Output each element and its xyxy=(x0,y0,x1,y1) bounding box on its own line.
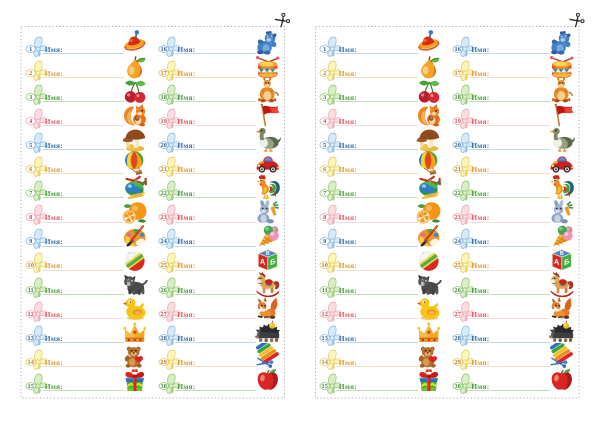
svg-text:12: 12 xyxy=(28,311,34,318)
svg-text:30: 30 xyxy=(454,383,460,390)
svg-text:23: 23 xyxy=(454,214,460,221)
svg-text:6: 6 xyxy=(323,166,326,173)
svg-text:8: 8 xyxy=(323,214,326,221)
svg-text:4: 4 xyxy=(29,118,33,125)
svg-text:18: 18 xyxy=(454,94,460,101)
svg-text:2: 2 xyxy=(323,70,326,77)
svg-text:23: 23 xyxy=(160,214,166,221)
svg-text:25: 25 xyxy=(454,263,460,270)
svg-text:20: 20 xyxy=(160,142,166,149)
svg-text:А: А xyxy=(554,256,560,267)
svg-text:4: 4 xyxy=(323,118,327,125)
svg-text:24: 24 xyxy=(454,239,461,246)
svg-text:10: 10 xyxy=(322,263,328,270)
svg-text:Б: Б xyxy=(270,256,276,267)
svg-text:11: 11 xyxy=(28,287,34,294)
svg-text:24: 24 xyxy=(160,239,167,246)
svg-text:21: 21 xyxy=(454,166,460,173)
svg-text:18: 18 xyxy=(160,94,166,101)
svg-text:29: 29 xyxy=(160,359,166,366)
svg-text:30: 30 xyxy=(160,383,166,390)
svg-text:5: 5 xyxy=(323,142,326,149)
svg-text:Б: Б xyxy=(564,256,570,267)
svg-text:13: 13 xyxy=(322,335,328,342)
svg-text:25: 25 xyxy=(160,263,166,270)
svg-text:5: 5 xyxy=(29,142,32,149)
svg-text:28: 28 xyxy=(160,335,166,342)
svg-text:13: 13 xyxy=(28,335,34,342)
svg-text:17: 17 xyxy=(160,70,166,77)
svg-text:15: 15 xyxy=(28,383,34,390)
svg-text:27: 27 xyxy=(160,311,166,318)
svg-text:19: 19 xyxy=(454,118,460,125)
svg-text:10: 10 xyxy=(28,263,34,270)
svg-text:15: 15 xyxy=(322,383,328,390)
svg-text:А: А xyxy=(260,256,266,267)
svg-text:9: 9 xyxy=(29,239,32,246)
svg-text:14: 14 xyxy=(322,359,329,366)
svg-text:29: 29 xyxy=(454,359,460,366)
svg-text:9: 9 xyxy=(323,239,326,246)
svg-text:17: 17 xyxy=(454,70,460,77)
svg-text:В: В xyxy=(560,251,564,257)
svg-text:7: 7 xyxy=(323,190,326,197)
svg-text:22: 22 xyxy=(454,190,460,197)
svg-text:3: 3 xyxy=(29,94,32,101)
svg-text:27: 27 xyxy=(454,311,460,318)
svg-text:16: 16 xyxy=(160,46,166,53)
svg-text:22: 22 xyxy=(160,190,166,197)
svg-text:7: 7 xyxy=(29,190,32,197)
svg-text:11: 11 xyxy=(322,287,328,294)
svg-text:19: 19 xyxy=(160,118,166,125)
svg-text:26: 26 xyxy=(454,287,460,294)
svg-text:8: 8 xyxy=(29,214,32,221)
svg-text:В: В xyxy=(266,251,270,257)
svg-text:20: 20 xyxy=(454,142,460,149)
svg-text:1: 1 xyxy=(323,46,326,53)
svg-text:26: 26 xyxy=(160,287,166,294)
svg-text:28: 28 xyxy=(454,335,460,342)
svg-text:14: 14 xyxy=(28,359,35,366)
svg-text:2: 2 xyxy=(29,70,32,77)
svg-text:12: 12 xyxy=(322,311,328,318)
svg-text:1: 1 xyxy=(29,46,32,53)
svg-text:16: 16 xyxy=(454,46,460,53)
svg-text:6: 6 xyxy=(29,166,32,173)
svg-text:21: 21 xyxy=(160,166,166,173)
svg-text:3: 3 xyxy=(323,94,326,101)
